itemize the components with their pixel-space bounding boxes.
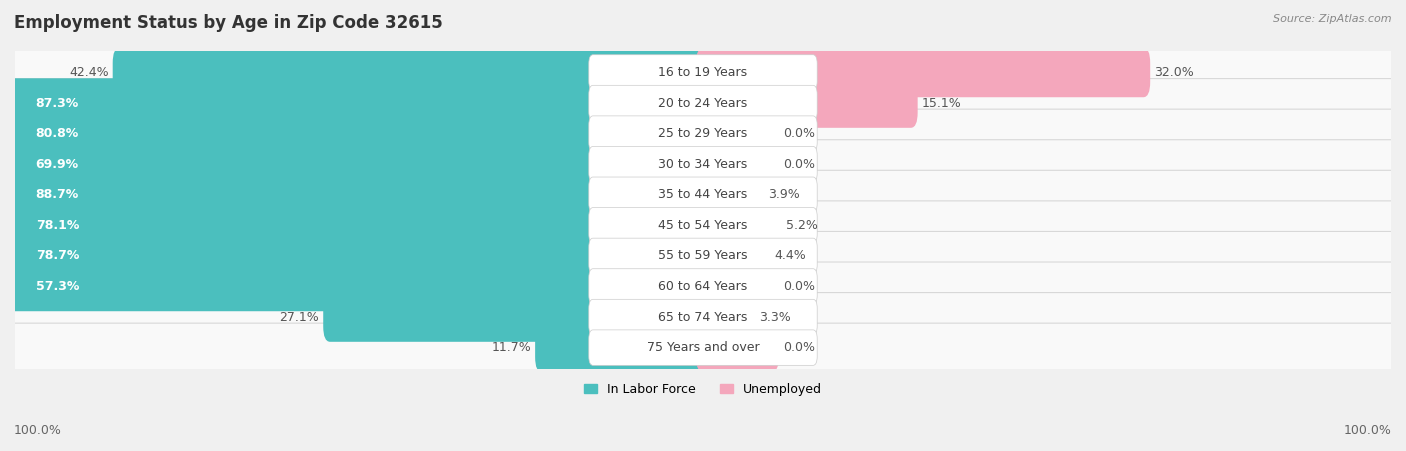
Legend: In Labor Force, Unemployed: In Labor Force, Unemployed (579, 378, 827, 401)
Text: 45 to 54 Years: 45 to 54 Years (658, 219, 748, 232)
FancyBboxPatch shape (589, 238, 817, 274)
FancyBboxPatch shape (696, 323, 779, 373)
FancyBboxPatch shape (8, 231, 710, 281)
FancyBboxPatch shape (696, 262, 779, 311)
Text: 0.0%: 0.0% (783, 341, 815, 354)
FancyBboxPatch shape (8, 109, 710, 158)
Text: 4.4%: 4.4% (775, 249, 806, 262)
Text: 0.0%: 0.0% (783, 158, 815, 170)
FancyBboxPatch shape (696, 109, 779, 158)
Text: Employment Status by Age in Zip Code 32615: Employment Status by Age in Zip Code 326… (14, 14, 443, 32)
Text: 78.7%: 78.7% (35, 249, 79, 262)
Text: 11.7%: 11.7% (491, 341, 531, 354)
FancyBboxPatch shape (589, 177, 817, 212)
FancyBboxPatch shape (696, 170, 763, 220)
Text: 0.0%: 0.0% (783, 280, 815, 293)
FancyBboxPatch shape (589, 207, 817, 243)
FancyBboxPatch shape (589, 85, 817, 121)
Text: 0.0%: 0.0% (783, 127, 815, 140)
FancyBboxPatch shape (589, 330, 817, 365)
Text: 60 to 64 Years: 60 to 64 Years (658, 280, 748, 293)
Text: 100.0%: 100.0% (14, 424, 62, 437)
Text: 75 Years and over: 75 Years and over (647, 341, 759, 354)
Text: 87.3%: 87.3% (35, 97, 79, 110)
Text: 80.8%: 80.8% (35, 127, 79, 140)
FancyBboxPatch shape (11, 201, 1395, 250)
Text: 42.4%: 42.4% (69, 66, 108, 79)
Text: 57.3%: 57.3% (35, 280, 79, 293)
Text: 88.7%: 88.7% (35, 188, 79, 201)
FancyBboxPatch shape (696, 48, 1150, 97)
FancyBboxPatch shape (11, 48, 1395, 97)
FancyBboxPatch shape (323, 292, 710, 342)
FancyBboxPatch shape (696, 292, 755, 342)
Text: 25 to 29 Years: 25 to 29 Years (658, 127, 748, 140)
FancyBboxPatch shape (696, 139, 779, 189)
FancyBboxPatch shape (589, 55, 817, 90)
Text: 20 to 24 Years: 20 to 24 Years (658, 97, 748, 110)
FancyBboxPatch shape (11, 170, 1395, 219)
Text: 30 to 34 Years: 30 to 34 Years (658, 158, 748, 170)
FancyBboxPatch shape (8, 78, 710, 128)
FancyBboxPatch shape (696, 78, 918, 128)
Text: 35 to 44 Years: 35 to 44 Years (658, 188, 748, 201)
FancyBboxPatch shape (589, 299, 817, 335)
FancyBboxPatch shape (8, 170, 710, 220)
FancyBboxPatch shape (11, 78, 1395, 128)
Text: 32.0%: 32.0% (1154, 66, 1194, 79)
FancyBboxPatch shape (696, 201, 782, 250)
Text: Source: ZipAtlas.com: Source: ZipAtlas.com (1274, 14, 1392, 23)
FancyBboxPatch shape (589, 269, 817, 304)
Text: 55 to 59 Years: 55 to 59 Years (658, 249, 748, 262)
Text: 27.1%: 27.1% (280, 311, 319, 323)
Text: 3.9%: 3.9% (768, 188, 800, 201)
Text: 3.3%: 3.3% (759, 311, 792, 323)
FancyBboxPatch shape (11, 231, 1395, 281)
Text: 100.0%: 100.0% (1344, 424, 1392, 437)
FancyBboxPatch shape (536, 323, 710, 373)
Text: 16 to 19 Years: 16 to 19 Years (658, 66, 748, 79)
FancyBboxPatch shape (696, 231, 770, 281)
Text: 15.1%: 15.1% (922, 97, 962, 110)
FancyBboxPatch shape (11, 140, 1395, 189)
FancyBboxPatch shape (11, 262, 1395, 311)
Text: 65 to 74 Years: 65 to 74 Years (658, 311, 748, 323)
Text: 69.9%: 69.9% (35, 158, 79, 170)
FancyBboxPatch shape (11, 293, 1395, 341)
FancyBboxPatch shape (8, 262, 710, 311)
FancyBboxPatch shape (589, 116, 817, 152)
FancyBboxPatch shape (112, 48, 710, 97)
Text: 78.1%: 78.1% (35, 219, 79, 232)
FancyBboxPatch shape (11, 323, 1395, 372)
FancyBboxPatch shape (8, 201, 710, 250)
Text: 5.2%: 5.2% (786, 219, 817, 232)
FancyBboxPatch shape (8, 139, 710, 189)
FancyBboxPatch shape (589, 147, 817, 182)
FancyBboxPatch shape (11, 109, 1395, 158)
